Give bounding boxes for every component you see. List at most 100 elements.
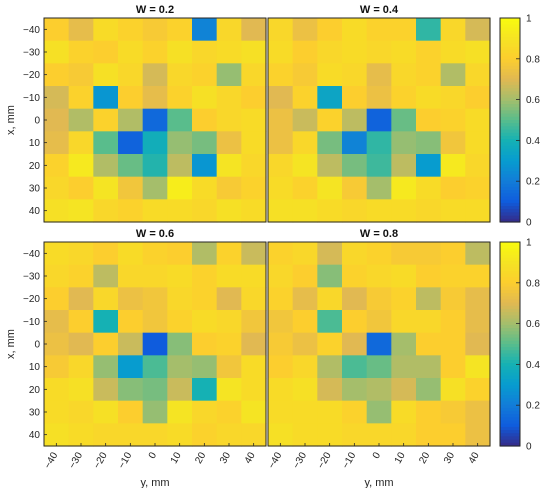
- heatmap-cell: [440, 310, 466, 334]
- heatmap-cell: [93, 40, 119, 64]
- heatmap-cell: [391, 199, 417, 223]
- heatmap-cell: [391, 131, 417, 155]
- colorbar-swatch: [500, 353, 520, 358]
- heatmap-cell: [342, 332, 368, 356]
- heatmap-cell: [192, 400, 218, 424]
- heatmap-cell: [68, 40, 94, 64]
- colorbar-swatch: [500, 395, 520, 399]
- colorbar-swatch: [500, 382, 520, 387]
- heatmap-cell: [268, 332, 294, 356]
- heatmap-cell: [167, 310, 193, 334]
- heatmap-cell: [241, 310, 267, 334]
- colorbar-swatch: [500, 321, 520, 326]
- colorbar-swatch: [500, 426, 520, 431]
- colorbar-swatch: [500, 123, 520, 127]
- heatmap-cell: [416, 63, 442, 87]
- heatmap-cell: [68, 108, 94, 132]
- heatmap-cell: [142, 131, 168, 155]
- heatmap-cell: [216, 400, 242, 424]
- colorbar-swatch: [500, 407, 520, 412]
- heatmap-cell: [192, 423, 218, 447]
- heatmap-cell: [317, 378, 343, 402]
- heatmap-cell: [342, 131, 368, 155]
- heatmap-cell: [68, 242, 94, 266]
- heatmap-cell: [167, 176, 193, 200]
- heatmap-cell: [118, 423, 144, 447]
- colorbar-swatch: [500, 186, 520, 191]
- heatmap-cell: [268, 287, 294, 311]
- col-tick-label: 10: [169, 450, 184, 466]
- plot-frame: [267, 17, 491, 223]
- heatmap-cell: [68, 355, 94, 379]
- heatmap-cell: [142, 199, 168, 223]
- heatmap-cell: [68, 400, 94, 424]
- heatmap-cell: [142, 86, 168, 110]
- heatmap-cell: [44, 18, 70, 42]
- heatmap-cell: [465, 355, 491, 379]
- heatmap-cell: [391, 264, 417, 288]
- heatmap-cell: [68, 154, 94, 178]
- heatmap-cell: [93, 63, 119, 87]
- heatmap-cell: [268, 154, 294, 178]
- colorbar-swatch: [500, 62, 520, 67]
- heatmap-cell: [142, 355, 168, 379]
- heatmap-cell: [440, 86, 466, 110]
- heatmap-cell: [216, 378, 242, 402]
- colorbar-swatch: [500, 167, 520, 172]
- colorbar-swatch: [500, 91, 520, 96]
- row-tick-label: 10: [29, 362, 41, 373]
- heatmap-cell: [440, 40, 466, 64]
- heatmap-cell: [118, 378, 144, 402]
- heatmap-cell: [68, 63, 94, 87]
- heatmap-cell: [192, 355, 218, 379]
- colorbar: 0 0.2 0.4 0.6 0.8 1: [499, 238, 540, 453]
- heatmap-cell: [465, 199, 491, 223]
- heatmap-cell: [292, 423, 318, 447]
- heatmap-cell: [391, 176, 417, 200]
- heatmap-cell: [93, 176, 119, 200]
- heatmap-cell: [44, 199, 70, 223]
- colorbar-swatch: [500, 199, 520, 204]
- heatmap-cell: [241, 264, 267, 288]
- colorbar-swatch: [500, 59, 520, 64]
- colorbar-tick-label: 0.6: [526, 319, 540, 330]
- heatmap-cell: [241, 199, 267, 223]
- heatmap-cell: [93, 332, 119, 356]
- heatmap-cell: [167, 287, 193, 311]
- heatmap-cell: [440, 63, 466, 87]
- colorbar-swatch: [500, 337, 520, 342]
- heatmap-cell: [416, 199, 442, 223]
- colorbar-tick-label: 0.8: [526, 54, 540, 65]
- heatmap-cell: [416, 18, 442, 42]
- colorbar-swatch: [500, 84, 520, 89]
- heatmap-cell: [44, 378, 70, 402]
- colorbar-swatch: [500, 366, 520, 371]
- heatmap-cell: [465, 108, 491, 132]
- colorbar-swatch: [500, 245, 520, 249]
- heatmap-cell: [342, 400, 368, 424]
- colorbar-tick-label: 0.4: [526, 360, 540, 371]
- heatmap-cell: [44, 63, 70, 87]
- heatmap-cell: [44, 131, 70, 155]
- colorbar-swatch: [500, 273, 520, 278]
- colorbar-swatch: [500, 420, 520, 425]
- heatmap-cell: [142, 18, 168, 42]
- colorbar-swatch: [500, 315, 520, 320]
- heatmap-cell: [268, 242, 294, 266]
- heatmap-cell: [216, 355, 242, 379]
- heatmap-cell: [44, 355, 70, 379]
- heatmap-cell: [465, 176, 491, 200]
- colorbar-swatch: [500, 417, 520, 422]
- colorbar-swatch: [500, 120, 520, 124]
- colorbar-swatch: [500, 107, 520, 112]
- heatmap-cell: [241, 423, 267, 447]
- row-tick-label: 40: [29, 206, 41, 217]
- colorbar-swatch: [500, 257, 520, 262]
- heatmap-cell: [68, 287, 94, 311]
- heatmap-cell: [268, 199, 294, 223]
- colorbar-swatch: [500, 328, 520, 332]
- heatmap-cell: [192, 131, 218, 155]
- heatmap-cell: [440, 355, 466, 379]
- col-tick-label: 30: [442, 450, 457, 466]
